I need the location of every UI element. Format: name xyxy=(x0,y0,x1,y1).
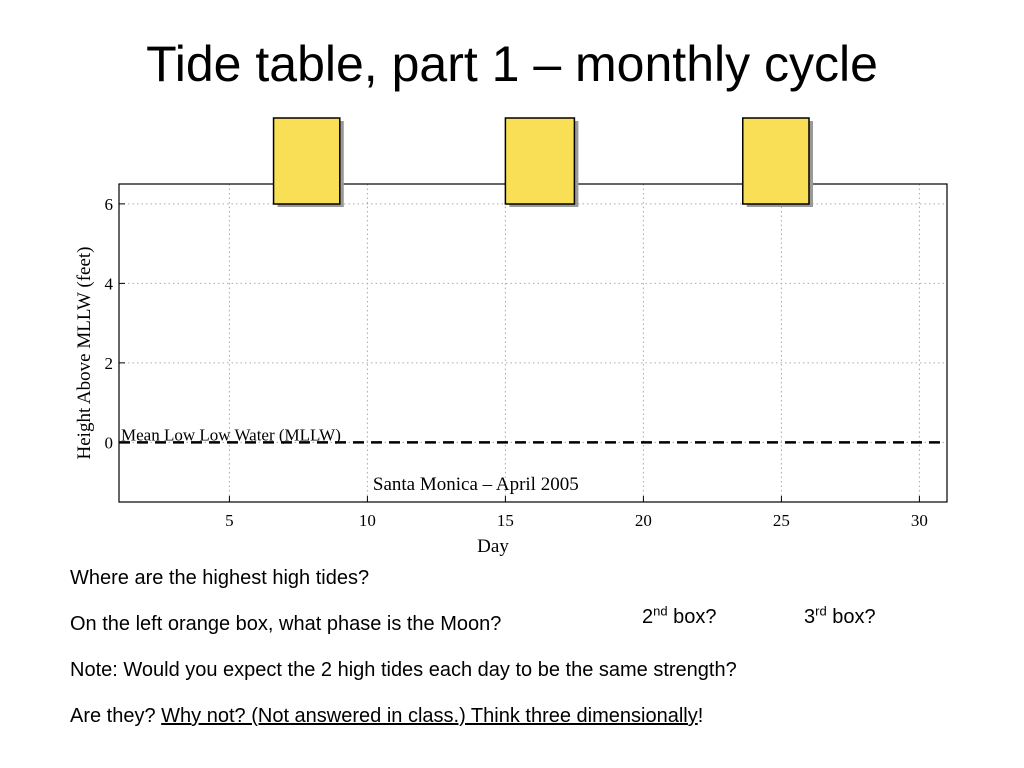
y-tick-label-2: 2 xyxy=(105,354,114,373)
highlight-box-1 xyxy=(272,117,341,205)
question-moon-phase: On the left orange box, what phase is th… xyxy=(70,613,502,635)
why-suffix: ! xyxy=(697,705,704,727)
y-axis-label: Height Above MLLW (feet) xyxy=(74,247,95,460)
y-tick-label-6: 6 xyxy=(105,195,114,214)
plot-frame xyxy=(118,183,948,503)
third-box-num: 3 xyxy=(804,606,816,628)
x-axis-label: Day xyxy=(477,536,509,557)
grid-lines xyxy=(119,184,947,502)
axis-ticks: 5 10 15 20 25 30 0 2 4 6 xyxy=(105,195,928,530)
question-why-not: Are they? Why not? (Not answered in clas… xyxy=(70,704,703,728)
location-annotation: Santa Monica – April 2005 xyxy=(373,474,579,495)
x-tick-label-5: 5 xyxy=(225,511,234,530)
x-tick-label-25: 25 xyxy=(773,511,790,530)
mllw-annotation: Mean Low Low Water (MLLW) xyxy=(121,425,341,444)
highlight-box-2 xyxy=(504,117,576,205)
y-tick-label-4: 4 xyxy=(105,274,114,293)
why-prefix: Are they? xyxy=(70,705,162,727)
x-tick-label-20: 20 xyxy=(635,511,652,530)
question-third-box: 3rd box? xyxy=(804,603,876,629)
slide-title: Tide table, part 1 – monthly cycle xyxy=(146,36,878,92)
tide-chart: 5 10 15 20 25 30 0 2 4 6 Mean Low Low Water (MLLW… xyxy=(60,110,948,557)
second-box-sup: nd xyxy=(653,603,668,619)
third-box-text: box? xyxy=(826,606,876,628)
third-box-sup: rd xyxy=(815,603,827,619)
question-highest-tides: Where are the highest high tides? xyxy=(70,567,370,589)
x-tick-label-30: 30 xyxy=(911,511,928,530)
why-underlined: Why not? (Not answered in class.) Think … xyxy=(161,705,698,727)
x-tick-label-10: 10 xyxy=(359,511,376,530)
highlight-boxes xyxy=(272,117,813,207)
highlight-box-3 xyxy=(742,117,810,205)
y-tick-label-0: 0 xyxy=(105,433,114,452)
question-second-box: 2nd box? xyxy=(642,603,717,629)
second-box-num: 2 xyxy=(642,606,654,628)
question-tide-strength: Note: Would you expect the 2 high tides … xyxy=(70,659,737,681)
second-box-text: box? xyxy=(667,606,717,628)
x-tick-label-15: 15 xyxy=(497,511,514,530)
